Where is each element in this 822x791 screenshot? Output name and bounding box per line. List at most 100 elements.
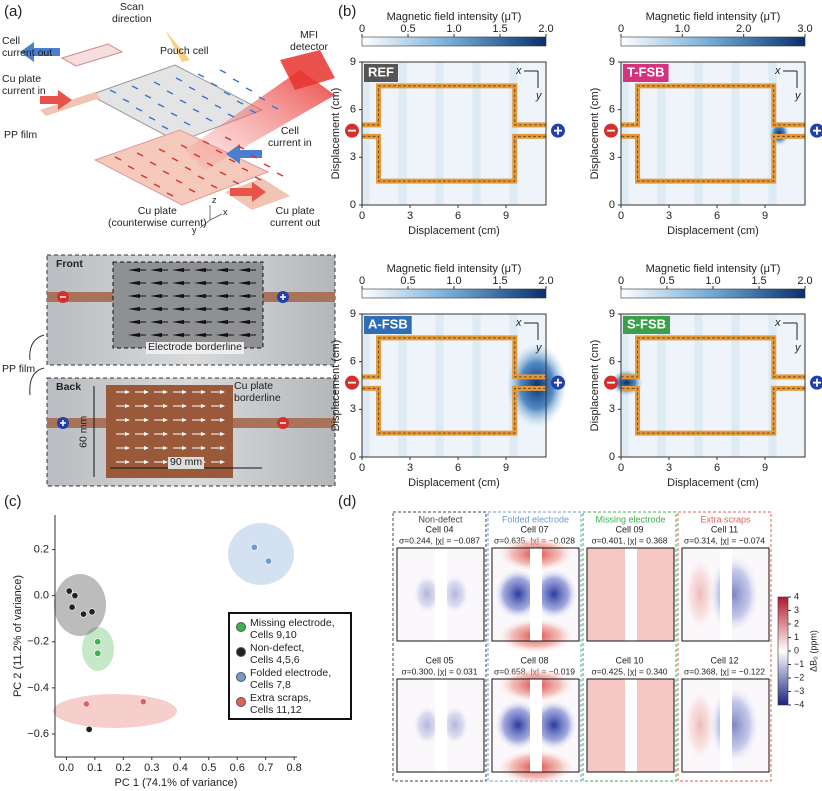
colorbar-label: ΔB₀ (ppm) xyxy=(808,630,818,672)
y-tick-label: 3 xyxy=(609,151,615,163)
current-arrow xyxy=(201,390,206,394)
current-arrow xyxy=(125,432,130,436)
photo-back xyxy=(46,377,336,487)
current-arrow xyxy=(201,446,206,450)
x-tick-label: 0.4 xyxy=(173,762,188,774)
schematic-label: PP film xyxy=(4,129,38,141)
plot-frame xyxy=(620,61,806,206)
current-arrow xyxy=(175,179,183,184)
colorbar-tick-label: 1.0 xyxy=(446,23,461,35)
y-axis-label: Displacement (cm) xyxy=(589,340,601,432)
current-arrow xyxy=(220,432,225,436)
sample-tag: REF xyxy=(368,64,394,79)
axis-label: z xyxy=(212,195,217,205)
x-axis-label: Displacement (cm) xyxy=(667,225,759,237)
current-arrow xyxy=(219,69,227,74)
colorbar-tick-label: 2 xyxy=(794,618,799,628)
current-arrow xyxy=(144,460,149,464)
colorbar-tick-label: 0 xyxy=(794,645,799,655)
x-axis-label: Displacement (cm) xyxy=(408,477,500,489)
field-map-frame xyxy=(681,678,770,773)
colorbar-tick-label: 0.5 xyxy=(400,23,415,35)
current-arrow xyxy=(128,307,140,311)
y-tick-label: −0.6 xyxy=(27,728,49,740)
current-arrow xyxy=(158,148,166,153)
arrow xyxy=(20,42,60,62)
current-arrow xyxy=(150,268,162,272)
current-arrow xyxy=(128,281,140,285)
current-arrow xyxy=(144,418,149,422)
data-point xyxy=(265,557,273,565)
x-tick-label: 3 xyxy=(407,210,413,222)
current-arrow xyxy=(163,418,168,422)
current-arrow xyxy=(238,320,250,324)
x-tick-label: 0 xyxy=(618,210,624,222)
current-arrow xyxy=(192,108,200,113)
current-arrow xyxy=(136,152,144,157)
photo-front xyxy=(46,254,336,366)
colorbar-tick-label: −4 xyxy=(794,699,804,709)
x-tick-label: 0.0 xyxy=(59,762,74,774)
x-tick-label: 0.7 xyxy=(258,762,273,774)
field-map xyxy=(441,705,469,745)
legend-marker xyxy=(236,697,246,707)
arrow xyxy=(40,90,72,110)
y-tick-label: 0 xyxy=(609,199,615,211)
colorbar-tick-label: −3 xyxy=(794,686,804,696)
current-arrow xyxy=(220,390,225,394)
cell-title: Cell 08 xyxy=(520,655,548,665)
current-arrow xyxy=(183,121,191,126)
orientation-arrow xyxy=(524,322,539,340)
sample-tag: S-FSB xyxy=(627,316,666,331)
cu-plate xyxy=(93,129,270,206)
current-arrow xyxy=(150,307,162,311)
cell-outline xyxy=(621,337,805,434)
y-axis-label: PC 2 (11.2% of variance) xyxy=(12,575,24,697)
group-title: Non-defect xyxy=(418,514,463,524)
current-arrow xyxy=(125,404,130,408)
panel-label: (a) xyxy=(4,3,23,20)
cell-stats: σ=0.368, |χ| = −0.122 xyxy=(684,666,765,676)
current-arrow xyxy=(238,281,250,285)
current-arrow xyxy=(163,390,168,394)
cluster-ellipse xyxy=(82,627,114,671)
current-arrow xyxy=(175,77,183,82)
colorbar-tick-label: 1.0 xyxy=(446,275,461,287)
sample-tag-bg xyxy=(623,64,669,82)
colorbar-title: Magnetic field intensity (μT) xyxy=(646,11,781,23)
arrow xyxy=(230,182,266,202)
photo-label: Front xyxy=(56,258,83,270)
current-arrow xyxy=(237,145,245,150)
data-point xyxy=(65,587,73,595)
current-arrow xyxy=(172,307,184,311)
schematic-label: Cu plate (counterwise current) xyxy=(108,205,207,229)
colorbar-title: Magnetic field intensity (μT) xyxy=(646,263,781,275)
legend: Missing electrode, Cells 9,10 Non-defect,… xyxy=(228,612,352,720)
current-arrow xyxy=(220,418,225,422)
colorbar-tick-label: 2.0 xyxy=(797,275,812,287)
current-arrow xyxy=(140,174,148,179)
cluster-ellipse xyxy=(228,523,294,585)
plot-frame xyxy=(620,313,806,458)
group-title: Extra scraps xyxy=(700,514,751,524)
cell-title: Cell 11 xyxy=(711,524,738,534)
schematic-label: Scan direction xyxy=(112,1,152,25)
current-arrow xyxy=(201,404,206,408)
y-axis-label: Displacement (cm) xyxy=(330,88,342,180)
current-arrow xyxy=(232,180,240,185)
current-arrow xyxy=(109,89,117,94)
current-arrow xyxy=(144,432,149,436)
current-arrow xyxy=(238,268,250,272)
current-arrow xyxy=(197,175,205,180)
data-point xyxy=(79,610,87,618)
current-arrow xyxy=(216,333,228,337)
current-arrow xyxy=(125,460,130,464)
cell-title: Cell 04 xyxy=(425,524,453,534)
cell-strip xyxy=(530,548,542,641)
current-arrow xyxy=(182,446,187,450)
sample-tag-bg xyxy=(364,316,412,334)
field-hotspot xyxy=(506,343,567,428)
current-arrow xyxy=(172,320,184,324)
current-arrow xyxy=(197,73,205,78)
current-arrow xyxy=(194,320,206,324)
